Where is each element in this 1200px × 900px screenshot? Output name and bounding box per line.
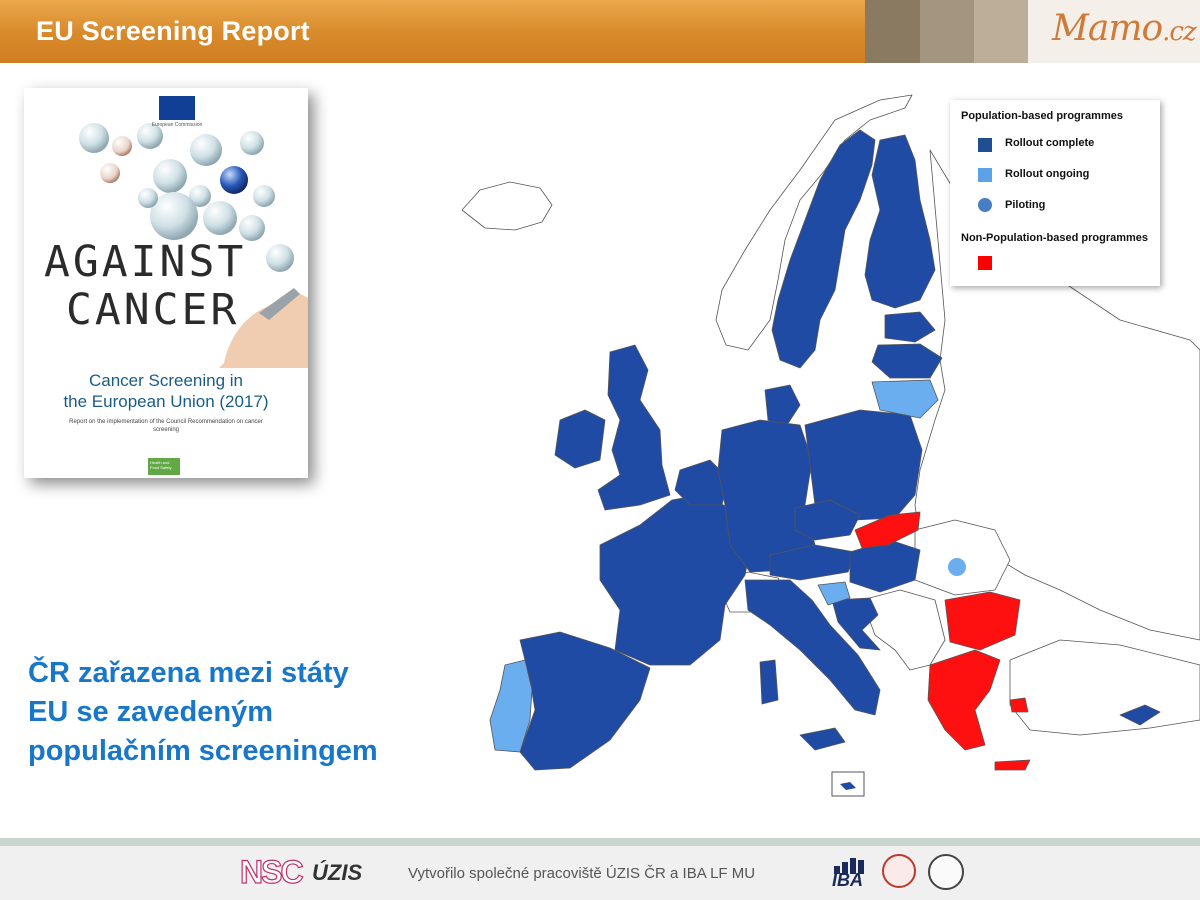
publisher-name: European Commission	[151, 122, 203, 128]
country-crete	[994, 759, 1031, 771]
country-bulgaria	[944, 591, 1021, 651]
eu-flag-icon	[159, 96, 195, 120]
country-finland	[864, 134, 936, 309]
country-sicily	[799, 727, 846, 751]
country-hungary	[849, 539, 921, 593]
country-malta	[840, 782, 856, 790]
uzis-logo: ÚZIS	[312, 860, 363, 885]
country-poland	[804, 409, 923, 521]
cover-headline: AGAINST CANCER	[44, 238, 284, 334]
country-italy	[744, 579, 881, 716]
mamo-logo-text: Mamo	[1052, 8, 1163, 49]
map-legend: Population-based programmes Rollout comp…	[950, 100, 1160, 286]
romania-outline	[914, 519, 1011, 596]
country-sweden	[771, 129, 876, 369]
iba-logo-text: IBA	[832, 870, 863, 890]
iba-logo-icon	[834, 858, 864, 874]
masaryk-university-seal-icon	[928, 854, 964, 890]
country-slovakia	[854, 511, 921, 549]
turkey-outline	[1009, 639, 1200, 736]
legend-heading-non-population: Non-Population-based programmes	[961, 232, 1149, 244]
country-denmark	[764, 384, 801, 429]
header-bar: EU Screening Report Mamo.cz	[0, 0, 1200, 63]
legend-label-piloting: Piloting	[1005, 199, 1046, 211]
cover-headline-line-1: AGAINST	[44, 237, 247, 287]
country-czech-republic	[794, 499, 861, 541]
country-spain	[519, 631, 651, 771]
legend-label-rollout-ongoing: Rollout ongoing	[1005, 168, 1090, 180]
cover-title: Cancer Screening in the European Union (…	[24, 370, 308, 412]
main-caption: ČR zařazena mezi státy EU se zavedeným p…	[28, 654, 448, 771]
cover-subtitle: Report on the implementation of the Coun…	[69, 419, 263, 433]
report-cover: European Commission AGAINST CANCER Cance…	[24, 88, 308, 478]
caption-line-2: EU se zavedeným	[28, 696, 274, 728]
country-austria	[769, 544, 856, 581]
country-portugal	[489, 659, 533, 753]
header-orange-band	[0, 0, 865, 63]
header-stripe-1	[865, 0, 920, 63]
cover-marbles-illustration	[24, 88, 308, 368]
header-stripe-3	[974, 0, 1028, 63]
country-slovenia	[817, 581, 851, 606]
legend-swatch-non-population	[978, 256, 992, 270]
balkans-outline	[861, 589, 946, 671]
mamo-logo-box	[1028, 0, 1200, 63]
country-greece	[927, 649, 1001, 751]
country-sardinia	[759, 659, 779, 705]
cover-badge: Health and Food Safety	[148, 458, 180, 475]
legend-heading-population: Population-based programmes	[961, 110, 1123, 122]
european-commission-logo: European Commission	[147, 96, 207, 136]
header-stripe-2	[920, 0, 974, 63]
norway-outline	[715, 94, 913, 351]
cover-title-line-2: the European Union (2017)	[63, 392, 269, 411]
country-benelux	[674, 459, 729, 506]
legend-swatch-rollout-complete	[978, 138, 992, 152]
country-united-kingdom	[597, 344, 671, 511]
cover-headline-line-2: CANCER	[66, 285, 240, 335]
legend-swatch-piloting	[978, 198, 992, 212]
mamo-logo: Mamo.cz	[1052, 8, 1197, 49]
legend-swatch-rollout-ongoing	[978, 168, 992, 182]
country-croatia	[831, 597, 881, 651]
iceland-outline	[461, 181, 553, 231]
caption-line-1: ČR zařazena mezi státy	[28, 657, 349, 689]
page-title: EU Screening Report	[36, 16, 310, 46]
country-lithuania	[871, 379, 939, 419]
caption-line-3: populačním screeningem	[28, 735, 378, 767]
legend-label-rollout-complete: Rollout complete	[1005, 137, 1095, 149]
cover-title-line-1: Cancer Screening in	[88, 371, 244, 390]
country-france	[599, 494, 753, 666]
piloting-dot-romania	[948, 558, 966, 576]
mamo-logo-suffix: .cz	[1162, 17, 1197, 47]
country-cyprus	[1119, 704, 1161, 726]
nsc-logo: NSC	[239, 853, 304, 890]
footer-credit-text: Vytvořilo společné pracoviště ÚZIS ČR a …	[408, 865, 756, 882]
country-estonia	[884, 311, 936, 343]
country-latvia	[871, 343, 943, 379]
footer-divider	[0, 838, 1200, 846]
country-ireland	[554, 409, 606, 469]
medical-faculty-seal-icon	[882, 854, 916, 888]
greek-islands	[1009, 697, 1029, 713]
footer-bar: NSC ÚZIS Vytvořilo společné pracoviště Ú…	[0, 846, 1200, 900]
